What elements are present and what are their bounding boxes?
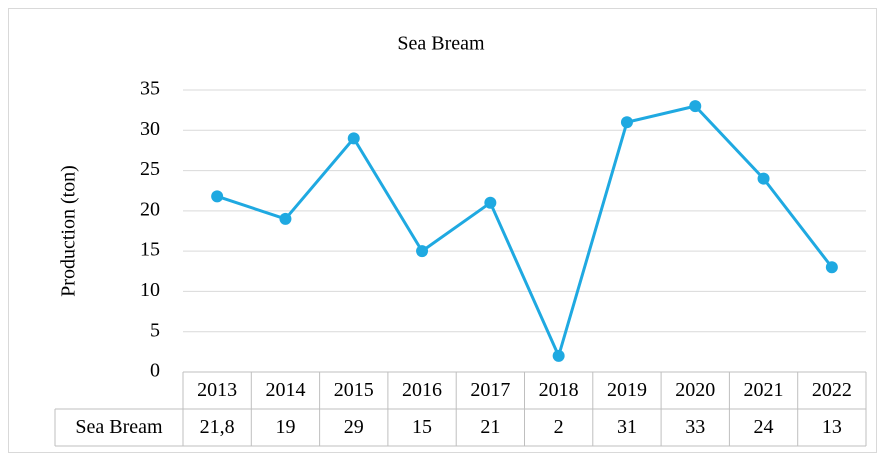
x-tick-label: 2019 bbox=[607, 379, 647, 401]
y-tick-label: 10 bbox=[140, 279, 160, 301]
series-line bbox=[216, 104, 834, 358]
data-point bbox=[689, 100, 702, 113]
x-tick-label: 2018 bbox=[539, 379, 579, 401]
x-tick-label: 2021 bbox=[744, 379, 784, 401]
data-label: 15 bbox=[412, 416, 432, 438]
data-point bbox=[620, 116, 633, 129]
y-tick-label: 15 bbox=[140, 239, 160, 261]
data-label: 21 bbox=[480, 416, 500, 438]
chart-title: Sea Bream bbox=[397, 33, 485, 55]
chart-border bbox=[8, 8, 877, 453]
y-axis-label: Production (ton) bbox=[58, 165, 80, 297]
data-point bbox=[484, 196, 497, 209]
data-point bbox=[757, 172, 770, 185]
y-tick-label: 5 bbox=[150, 319, 160, 341]
data-point bbox=[347, 132, 360, 145]
data-point bbox=[211, 190, 224, 203]
data-label: 19 bbox=[275, 416, 295, 438]
data-label: 13 bbox=[822, 416, 842, 438]
y-tick-label: 0 bbox=[150, 360, 160, 382]
data-point bbox=[552, 349, 565, 362]
data-label: 33 bbox=[685, 416, 705, 438]
y-tick-label: 25 bbox=[140, 158, 160, 180]
data-label: 2 bbox=[554, 416, 564, 438]
y-tick-label: 20 bbox=[140, 198, 160, 220]
x-tick-label: 2022 bbox=[812, 379, 852, 401]
x-tick-label: 2014 bbox=[265, 379, 305, 401]
data-point bbox=[825, 261, 838, 274]
y-tick-label: 30 bbox=[140, 118, 160, 140]
data-point bbox=[416, 245, 429, 258]
data-label: 31 bbox=[617, 416, 637, 438]
legend-label: Sea Bream bbox=[75, 416, 163, 438]
x-tick-label: 2017 bbox=[470, 379, 510, 401]
x-tick-label: 2020 bbox=[675, 379, 715, 401]
data-label: 24 bbox=[754, 416, 774, 438]
y-tick-label: 35 bbox=[140, 78, 160, 100]
x-tick-label: 2015 bbox=[334, 379, 374, 401]
data-label: 21,8 bbox=[200, 416, 235, 438]
x-tick-label: 2013 bbox=[197, 379, 237, 401]
x-tick-label: 2016 bbox=[402, 379, 442, 401]
data-label: 29 bbox=[344, 416, 364, 438]
data-point bbox=[279, 212, 292, 225]
